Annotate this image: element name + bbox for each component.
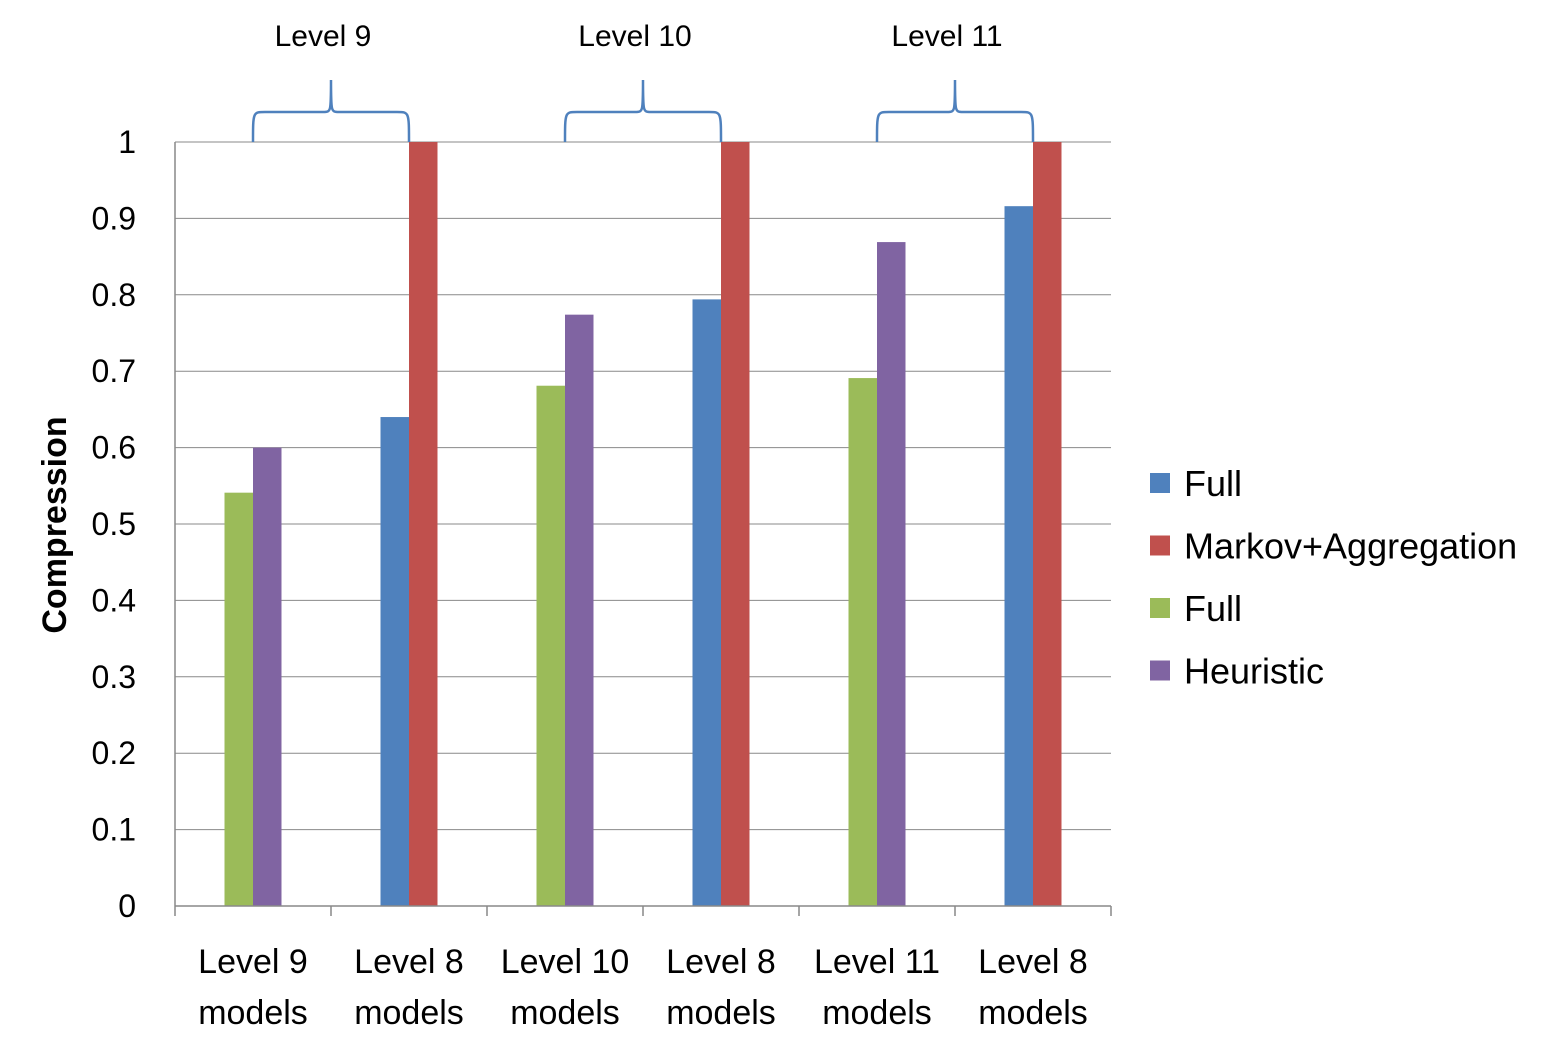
legend-swatch xyxy=(1150,535,1170,556)
y-tick-label: 0.3 xyxy=(92,659,136,695)
x-category-label: models xyxy=(510,994,620,1032)
y-tick-label: 0.5 xyxy=(92,506,136,542)
y-tick-label: 0.6 xyxy=(92,430,136,466)
bars xyxy=(224,142,1062,907)
legend-label: Full xyxy=(1184,588,1242,629)
group-label: Level 10 xyxy=(578,20,691,53)
group-brace xyxy=(875,79,1035,143)
x-category-label: models xyxy=(354,994,464,1032)
y-tick-label: 0.4 xyxy=(92,582,136,618)
group-brace xyxy=(563,79,723,143)
x-category-label: Level 8 xyxy=(978,943,1088,981)
bar xyxy=(1033,142,1062,906)
bar xyxy=(224,492,253,906)
group-label: Level 9 xyxy=(275,20,372,53)
axes xyxy=(174,142,1112,916)
legend: Full Markov+Aggregation Full Heuristic xyxy=(1150,463,1517,692)
legend-label: Heuristic xyxy=(1184,651,1324,692)
bar xyxy=(692,299,721,906)
x-category-label: models xyxy=(198,994,308,1032)
x-category-label: Level 8 xyxy=(354,943,464,981)
y-tick-label: 0.8 xyxy=(92,277,136,313)
x-category-label: Level 10 xyxy=(501,943,630,981)
y-tick-label: 0.2 xyxy=(92,735,136,771)
bar xyxy=(536,385,565,906)
legend-swatch xyxy=(1150,660,1170,681)
x-category-label: models xyxy=(978,994,1088,1032)
y-tick-label: 0.9 xyxy=(92,200,136,236)
gridlines xyxy=(175,141,1111,831)
bar xyxy=(848,378,877,906)
group-braces: Level 9 Level 10 Level 11 xyxy=(251,20,1035,143)
bar xyxy=(877,242,906,907)
x-category-label: Level 9 xyxy=(198,943,308,981)
legend-label: Full xyxy=(1184,463,1242,504)
bar xyxy=(253,447,282,906)
y-tick-label: 0.1 xyxy=(92,812,136,848)
group-label: Level 11 xyxy=(891,20,1002,53)
y-tick-label: 0 xyxy=(118,888,136,924)
group-brace xyxy=(251,79,411,143)
x-category-label: models xyxy=(666,994,776,1032)
bar xyxy=(380,417,409,906)
y-tick-label: 1 xyxy=(118,124,136,160)
legend-swatch xyxy=(1150,598,1170,618)
y-axis-label: Compression xyxy=(36,416,74,633)
bar xyxy=(565,314,594,906)
x-category-label: Level 8 xyxy=(666,943,776,981)
legend-label: Markov+Aggregation xyxy=(1184,526,1517,567)
bar xyxy=(1004,206,1033,906)
y-tick-labels: 0 0.1 0.2 0.3 0.4 0.5 0.6 0.7 0.8 0.9 1 xyxy=(92,124,136,924)
bar xyxy=(409,142,438,906)
x-category-label: models xyxy=(822,994,932,1032)
x-category-label: Level 11 xyxy=(814,943,940,981)
legend-swatch xyxy=(1150,473,1170,493)
y-tick-label: 0.7 xyxy=(92,353,136,389)
bar xyxy=(721,142,750,906)
x-category-labels: Level 9 models Level 8 models Level 10 models… xyxy=(198,943,1088,1032)
